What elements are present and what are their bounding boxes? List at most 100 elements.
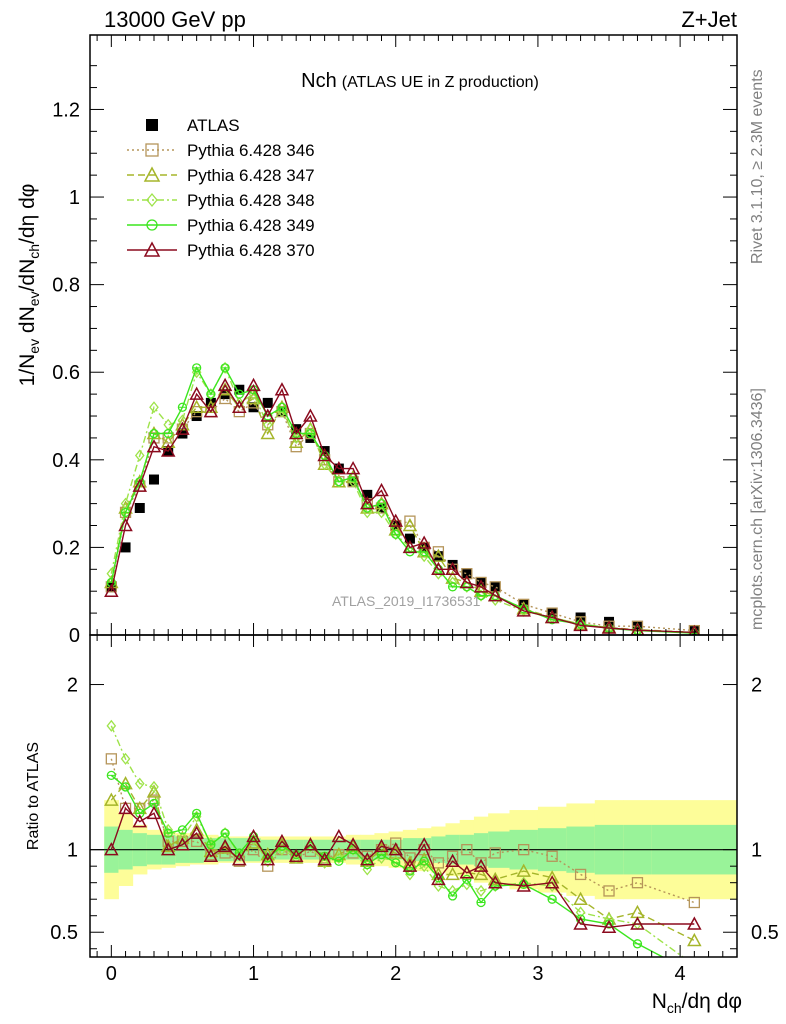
main-point-370-17 <box>345 461 361 475</box>
main-point-370-22 <box>416 535 432 549</box>
ratio-point-370-18 <box>360 852 375 866</box>
main-point-370-12 <box>274 382 290 396</box>
legend-marker-347 <box>143 166 161 182</box>
ratio-point-370-2 <box>132 814 148 828</box>
main-point-348-3 <box>149 401 159 414</box>
ratio-line-349 <box>110 774 665 957</box>
main-point-347-23 <box>431 548 446 562</box>
main-point-370-13 <box>288 425 304 440</box>
ratio-point-370-28 <box>516 878 531 892</box>
ratio-point-370-26 <box>473 858 489 872</box>
main-point-346-25 <box>461 568 473 580</box>
ratio-point-348-26 <box>476 884 486 897</box>
ratio-ytick-label-left: 0.5 <box>50 922 78 944</box>
ratio-point-348-3 <box>149 780 159 793</box>
main-line-348 <box>110 366 695 634</box>
main-point-370-5 <box>175 421 190 435</box>
main-point-ATLAS-1 <box>120 542 131 553</box>
main-point-ATLAS-26 <box>476 577 487 588</box>
legend-label-346: Pythia 6.428 346 <box>187 141 315 160</box>
main-point-ATLAS-25 <box>461 568 472 579</box>
main-point-347-6 <box>189 399 204 414</box>
main-point-ATLAS-18 <box>362 489 373 500</box>
ratio-point-370-8 <box>217 838 233 853</box>
ratio-point-346-27 <box>489 847 501 859</box>
main-point-370-20 <box>388 513 403 527</box>
ratio-point-370-14 <box>303 837 318 851</box>
legend-entry-348: Pythia 6.428 348 <box>127 191 315 210</box>
main-point-370-19 <box>374 482 389 497</box>
main-point-ATLAS-27 <box>490 581 501 592</box>
main-point-370-16 <box>331 461 347 475</box>
ratio-panel: 0.5 0.5 1 1 2 2 0 1 2 3 4 Ratio to ATLAS Nch/dη d… <box>25 634 779 1016</box>
ratio-ytick-label-left: 2 <box>67 675 78 697</box>
ratio-point-346-25 <box>461 844 473 856</box>
ratio-point-370-11 <box>260 852 276 866</box>
x-tick-label: 1 <box>248 963 259 985</box>
main-line-370 <box>110 383 695 634</box>
main-point-370-21 <box>402 539 418 554</box>
ratio-y-axis-label: Ratio to ATLAS <box>25 742 42 850</box>
ratio-point-370-24 <box>445 853 460 867</box>
main-ytick-label: 0.4 <box>52 450 80 472</box>
ratio-point-348-16 <box>334 851 344 864</box>
main-point-370-27 <box>488 588 503 602</box>
main-y-tick-labels: 0 0.2 0.4 0.6 0.8 1 1.2 <box>52 99 80 647</box>
ratio-point-370-13 <box>288 848 304 863</box>
ratio-point-370-31 <box>601 919 617 934</box>
mcplots-label: mcplots.cern.ch [arXiv:1306.3436] <box>749 388 766 630</box>
legend-label-ATLAS: ATLAS <box>187 116 240 135</box>
ratio-point-348-2 <box>134 777 145 790</box>
x-tick-label: 0 <box>106 963 117 985</box>
main-point-348-7 <box>206 388 216 401</box>
ratio-point-347-33 <box>687 932 702 947</box>
main-point-370-32 <box>630 622 645 635</box>
ratio-point-347-8 <box>217 840 233 854</box>
ratio-line-370 <box>110 807 695 929</box>
main-point-348-15 <box>319 458 330 471</box>
title-main: Nch <box>301 70 337 92</box>
ratio-point-347-3 <box>146 784 162 798</box>
ratio-point-347-16 <box>331 847 347 861</box>
main-point-370-10 <box>246 377 261 392</box>
ratio-series-370 <box>104 800 702 934</box>
ratio-point-370-33 <box>687 916 702 930</box>
main-point-ATLAS-3 <box>148 474 159 485</box>
main-point-347-11 <box>260 425 276 440</box>
main-point-348-8 <box>220 361 230 374</box>
main-ytick-label: 0.8 <box>52 275 80 297</box>
x-axis-label: Nch/dη dφ <box>652 990 742 1016</box>
legend: ATLAS Pythia 6.428 346 Pythia 6.428 347 Pyt… <box>127 116 315 260</box>
ratio-point-347-32 <box>630 904 645 919</box>
main-point-370-9 <box>232 399 247 414</box>
main-point-347-4 <box>160 434 176 449</box>
main-point-370-14 <box>303 408 318 422</box>
legend-entry-346: Pythia 6.428 346 <box>127 141 315 160</box>
main-point-ATLAS-11 <box>262 397 273 408</box>
main-point-346-8 <box>219 392 231 405</box>
legend-entry-347: Pythia 6.428 347 <box>127 166 315 185</box>
ratio-point-370-0 <box>104 842 119 856</box>
ratio-point-346-31 <box>603 885 615 897</box>
main-point-370-7 <box>203 404 219 418</box>
ratio-point-346-4 <box>162 835 174 848</box>
legend-marker-370 <box>143 241 161 257</box>
main-point-348-20 <box>390 528 401 541</box>
main-point-348-2 <box>134 449 145 462</box>
legend-label-347: Pythia 6.428 347 <box>187 166 315 185</box>
main-title: Nch (ATLAS UE in Z production) <box>301 70 539 92</box>
ratio-point-346-32 <box>631 877 644 889</box>
main-ytick-label: 1 <box>69 187 80 209</box>
ratio-ytick-label-right: 2 <box>751 675 762 697</box>
ratio-point-348-27 <box>490 879 501 893</box>
main-point-370-24 <box>445 561 460 576</box>
x-tick-labels: 0 1 2 3 4 <box>106 963 686 985</box>
ratio-point-370-12 <box>274 833 290 848</box>
main-point-370-8 <box>217 377 233 392</box>
main-point-348-11 <box>262 418 273 431</box>
main-ytick-label: 0.6 <box>52 362 80 384</box>
main-series-370 <box>104 377 700 635</box>
legend-entry-ATLAS: ATLAS <box>146 116 240 135</box>
x-tick-label: 3 <box>532 963 543 985</box>
